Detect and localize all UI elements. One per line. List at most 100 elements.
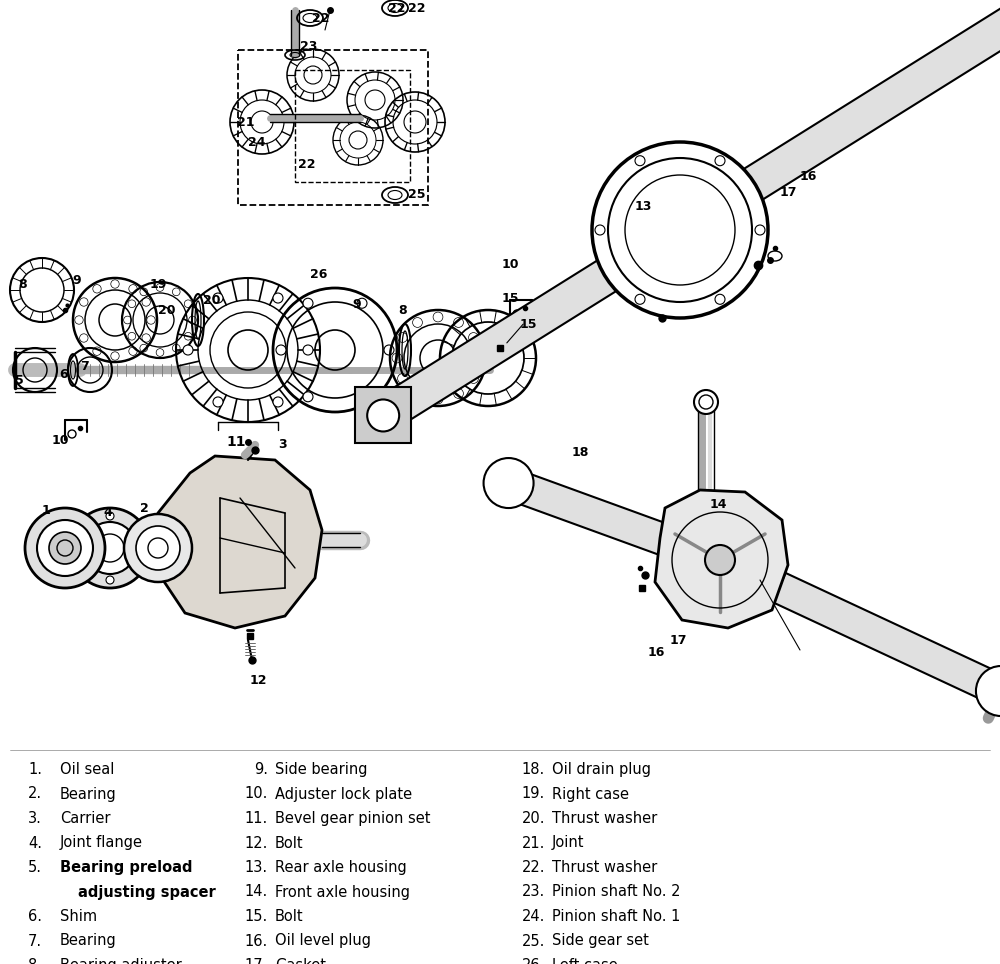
Text: Thrust washer: Thrust washer xyxy=(552,811,657,826)
Text: 4: 4 xyxy=(103,506,112,520)
Circle shape xyxy=(37,520,93,576)
Text: 10.: 10. xyxy=(245,787,268,801)
Text: 7.: 7. xyxy=(28,933,42,949)
Text: 22: 22 xyxy=(388,2,406,14)
Text: 24: 24 xyxy=(248,137,266,149)
Text: 23.: 23. xyxy=(522,885,545,899)
Text: Right case: Right case xyxy=(552,787,629,801)
Circle shape xyxy=(357,391,367,402)
Text: Carrier: Carrier xyxy=(60,811,110,826)
Text: Oil level plug: Oil level plug xyxy=(275,933,371,949)
Text: 10: 10 xyxy=(502,257,520,271)
Circle shape xyxy=(49,532,81,564)
Text: adjusting spacer: adjusting spacer xyxy=(78,885,216,899)
Text: 15: 15 xyxy=(520,318,538,331)
Text: 16: 16 xyxy=(800,171,817,183)
Text: 13.: 13. xyxy=(245,860,268,875)
Polygon shape xyxy=(738,0,1000,202)
Text: 5: 5 xyxy=(15,373,24,387)
Polygon shape xyxy=(391,257,622,420)
Circle shape xyxy=(715,156,725,166)
Text: 9: 9 xyxy=(352,299,361,311)
Text: Bearing adjuster: Bearing adjuster xyxy=(60,958,182,964)
Circle shape xyxy=(484,458,534,508)
Circle shape xyxy=(303,298,313,308)
Text: Side bearing: Side bearing xyxy=(275,762,368,777)
Text: 22: 22 xyxy=(312,12,330,24)
Text: 24.: 24. xyxy=(522,909,545,924)
Circle shape xyxy=(273,293,283,303)
Text: 4.: 4. xyxy=(28,836,42,850)
Circle shape xyxy=(357,298,367,308)
Text: 15.: 15. xyxy=(245,909,268,924)
Text: 20: 20 xyxy=(158,304,176,316)
Text: 8: 8 xyxy=(18,279,27,291)
Circle shape xyxy=(303,391,313,402)
Text: Joint: Joint xyxy=(552,836,584,850)
Text: 25: 25 xyxy=(408,189,426,201)
Circle shape xyxy=(124,514,192,582)
Circle shape xyxy=(136,526,180,570)
Text: 22: 22 xyxy=(408,2,426,14)
Text: Left case: Left case xyxy=(552,958,618,964)
Circle shape xyxy=(276,345,286,355)
Text: 6.: 6. xyxy=(28,909,42,924)
Text: 17.: 17. xyxy=(245,958,268,964)
Text: 2.: 2. xyxy=(28,787,42,801)
Circle shape xyxy=(106,576,114,584)
Text: 11: 11 xyxy=(226,435,246,449)
Text: Bevel gear pinion set: Bevel gear pinion set xyxy=(275,811,430,826)
Text: 17: 17 xyxy=(670,633,688,647)
Circle shape xyxy=(705,545,735,575)
Text: 1: 1 xyxy=(42,503,51,517)
Text: Front axle housing: Front axle housing xyxy=(275,885,410,899)
Text: 11.: 11. xyxy=(245,811,268,826)
Text: Bearing: Bearing xyxy=(60,933,117,949)
Text: Joint flange: Joint flange xyxy=(60,836,143,850)
Text: Pinion shaft No. 2: Pinion shaft No. 2 xyxy=(552,885,680,899)
Circle shape xyxy=(694,390,718,414)
Text: 21.: 21. xyxy=(522,836,545,850)
Circle shape xyxy=(213,293,223,303)
Circle shape xyxy=(84,522,136,574)
Circle shape xyxy=(183,345,193,355)
Polygon shape xyxy=(655,490,788,628)
Text: 12: 12 xyxy=(250,674,268,686)
Circle shape xyxy=(273,397,283,407)
Circle shape xyxy=(74,544,82,552)
Text: Shim: Shim xyxy=(60,909,97,924)
Text: Thrust washer: Thrust washer xyxy=(552,860,657,875)
Text: 14: 14 xyxy=(710,498,728,512)
Text: Oil drain plug: Oil drain plug xyxy=(552,762,651,777)
Text: 5.: 5. xyxy=(28,860,42,875)
Text: 8.: 8. xyxy=(28,958,42,964)
Polygon shape xyxy=(155,456,322,628)
Text: 12.: 12. xyxy=(245,836,268,850)
Text: 16.: 16. xyxy=(245,933,268,949)
Text: 20: 20 xyxy=(203,293,220,307)
Text: 6: 6 xyxy=(59,368,68,382)
Text: Bolt: Bolt xyxy=(275,909,304,924)
Polygon shape xyxy=(355,388,411,443)
Circle shape xyxy=(70,508,150,588)
Text: 22: 22 xyxy=(298,158,316,172)
Text: 26.: 26. xyxy=(522,958,545,964)
Polygon shape xyxy=(517,473,669,554)
Circle shape xyxy=(715,294,725,305)
Text: 2: 2 xyxy=(140,501,149,515)
Circle shape xyxy=(384,345,394,355)
Circle shape xyxy=(976,666,1000,716)
Text: 8: 8 xyxy=(398,304,407,316)
Text: 17: 17 xyxy=(780,185,798,199)
Circle shape xyxy=(635,156,645,166)
Circle shape xyxy=(367,399,399,432)
Text: 15: 15 xyxy=(502,291,520,305)
Text: 19.: 19. xyxy=(522,787,545,801)
Text: Oil seal: Oil seal xyxy=(60,762,114,777)
Circle shape xyxy=(106,512,114,520)
Text: 14.: 14. xyxy=(245,885,268,899)
Text: 18.: 18. xyxy=(522,762,545,777)
Text: 23: 23 xyxy=(300,40,317,53)
Text: Pinion shaft No. 1: Pinion shaft No. 1 xyxy=(552,909,680,924)
Circle shape xyxy=(592,142,768,318)
